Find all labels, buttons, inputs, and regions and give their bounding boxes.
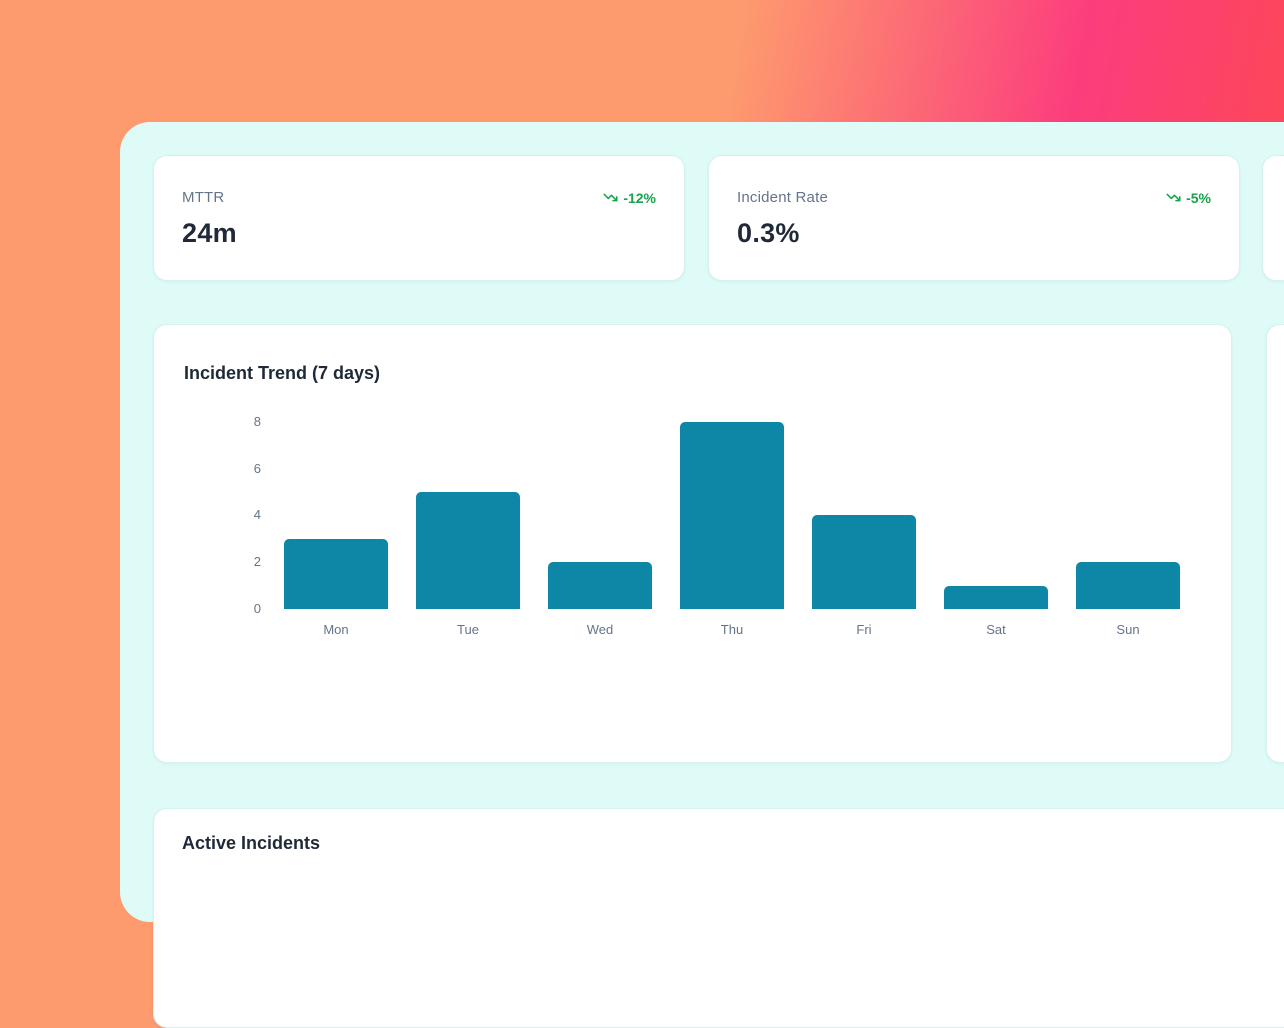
- y-axis-tick-label: 2: [253, 554, 261, 570]
- chart-bar-mon[interactable]: [284, 539, 388, 609]
- incidents-title: Active Incidents: [182, 833, 321, 853]
- stat-trend-badge: -5%: [1166, 190, 1211, 206]
- stat-trend-badge: -12%: [603, 190, 656, 206]
- chart-bar-sun[interactable]: [1076, 562, 1180, 609]
- y-axis-tick-label: 4: [253, 507, 261, 523]
- chart-bar-sat[interactable]: [944, 586, 1048, 609]
- chart-bar-thu[interactable]: [680, 422, 784, 609]
- stat-card-header: MTTR -12%: [182, 189, 656, 206]
- trending-down-icon: [603, 190, 618, 205]
- incident-trend-card: Incident Trend (7 days) 0 2 4 6 8 Mon Tue Wed Th…: [153, 324, 1232, 763]
- y-axis-tick-label: 6: [253, 460, 261, 476]
- chart-bar-wed[interactable]: [548, 562, 652, 609]
- trending-down-icon: [1166, 190, 1181, 205]
- x-axis-label: Tue: [457, 622, 479, 637]
- chart-bar-fri[interactable]: [812, 515, 916, 609]
- stat-trend-value: -5%: [1186, 189, 1211, 206]
- x-axis-label: Thu: [720, 622, 744, 637]
- y-axis-tick-label: 0: [253, 601, 261, 616]
- chart-title: Incident Trend (7 days): [184, 363, 381, 383]
- x-axis-label: Wed: [586, 622, 614, 637]
- x-axis-label: Sun: [1116, 622, 1140, 637]
- stat-label: MTTR: [182, 189, 225, 206]
- bar-chart: 0 2 4 6 8 Mon Tue Wed Thu Fri Sat Sun: [154, 325, 1231, 762]
- stat-card-header: Incident Rate -5%: [737, 189, 1211, 206]
- x-axis-label: Fri: [856, 622, 872, 637]
- stat-card-mttr: MTTR -12% 24m: [153, 155, 685, 281]
- x-axis-label: Mon: [323, 622, 349, 637]
- stat-value: 0.3%: [737, 218, 800, 248]
- chart-bar-tue[interactable]: [416, 492, 520, 609]
- y-axis-tick-label: 8: [253, 413, 261, 429]
- stat-label: Incident Rate: [737, 189, 828, 206]
- card-partial-right: [1266, 324, 1284, 763]
- stat-card-incident-rate: Incident Rate -5% 0.3%: [708, 155, 1240, 281]
- stat-card-partial: [1262, 155, 1284, 281]
- x-axis-label: Sat: [986, 622, 1006, 637]
- stat-trend-value: -12%: [623, 189, 656, 206]
- active-incidents-card: Active Incidents: [153, 808, 1284, 1028]
- stat-value: 24m: [182, 218, 237, 248]
